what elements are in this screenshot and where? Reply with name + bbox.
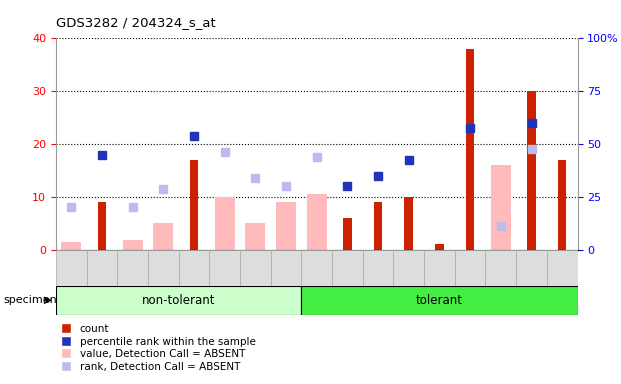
Bar xyxy=(189,160,198,250)
Bar xyxy=(486,250,516,286)
Bar xyxy=(97,202,106,250)
Bar xyxy=(122,240,143,250)
Bar xyxy=(558,160,566,250)
Bar xyxy=(276,202,296,250)
Bar xyxy=(61,242,81,250)
Bar xyxy=(363,250,394,286)
Bar xyxy=(245,223,265,250)
Bar xyxy=(215,197,235,250)
Bar xyxy=(179,250,209,286)
Bar xyxy=(343,218,351,250)
Bar xyxy=(466,49,474,250)
Bar xyxy=(424,250,455,286)
Bar xyxy=(527,91,536,250)
Bar xyxy=(455,250,486,286)
Bar xyxy=(547,250,578,286)
Bar xyxy=(394,250,424,286)
Bar xyxy=(148,250,179,286)
Bar xyxy=(271,250,301,286)
Bar xyxy=(86,250,117,286)
Bar xyxy=(56,250,86,286)
Bar xyxy=(307,194,327,250)
Bar xyxy=(435,244,444,250)
Text: specimen: specimen xyxy=(3,295,57,305)
Bar xyxy=(240,250,271,286)
Text: tolerant: tolerant xyxy=(416,294,463,307)
Bar xyxy=(332,250,363,286)
Text: non-tolerant: non-tolerant xyxy=(142,294,215,307)
Bar xyxy=(209,250,240,286)
Bar xyxy=(301,250,332,286)
Text: GDS3282 / 204324_s_at: GDS3282 / 204324_s_at xyxy=(56,16,215,29)
Legend: count, percentile rank within the sample, value, Detection Call = ABSENT, rank, : count, percentile rank within the sample… xyxy=(61,324,256,372)
Bar xyxy=(516,250,547,286)
Bar xyxy=(117,250,148,286)
Bar xyxy=(56,286,301,315)
Bar xyxy=(491,165,511,250)
Bar xyxy=(404,197,413,250)
Bar xyxy=(301,286,578,315)
Bar xyxy=(374,202,383,250)
Bar xyxy=(153,223,173,250)
